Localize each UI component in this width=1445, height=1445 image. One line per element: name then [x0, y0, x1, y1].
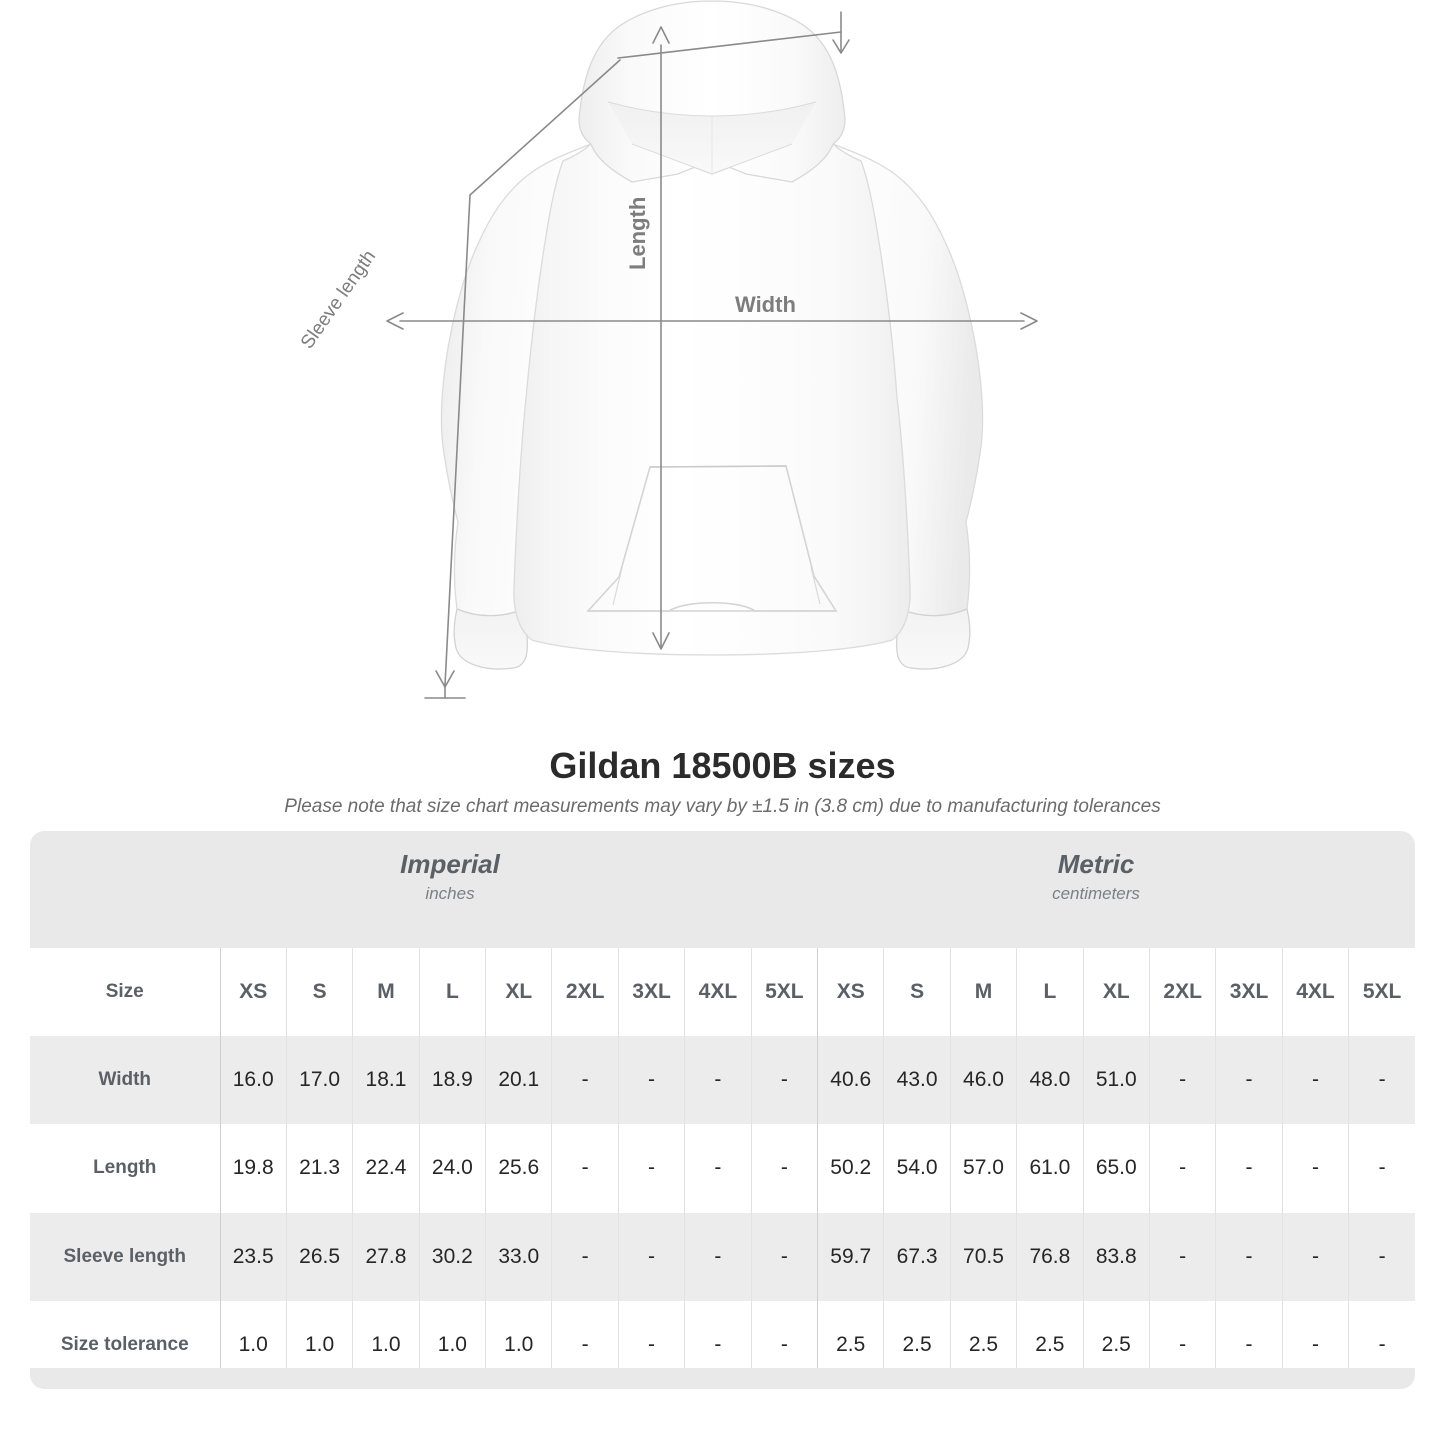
svg-text:Sleeve length: Sleeve length: [297, 246, 380, 352]
svg-text:Width: Width: [735, 292, 796, 317]
svg-text:Length: Length: [625, 197, 650, 270]
